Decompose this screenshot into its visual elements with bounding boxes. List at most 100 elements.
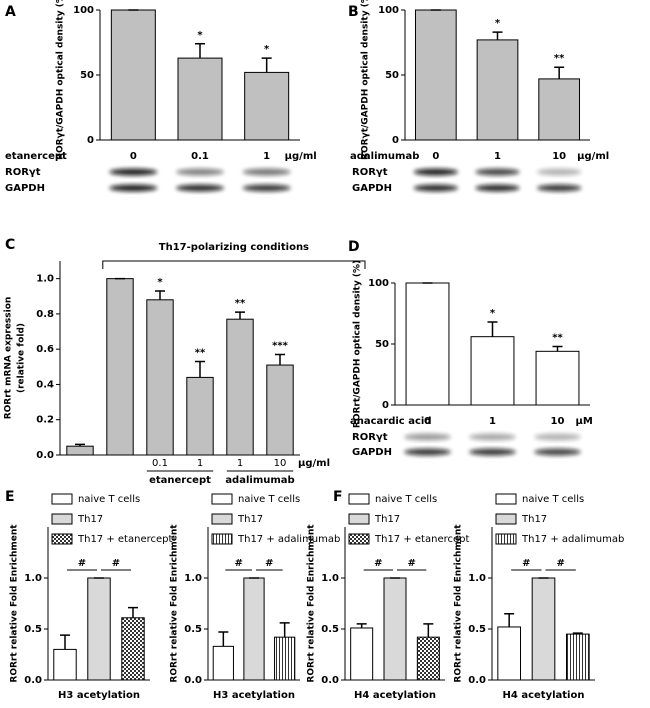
significance: *: [157, 277, 163, 288]
y-axis-label: RORrt relative Fold Enrichment: [170, 524, 180, 683]
unit-label: μM: [576, 416, 593, 427]
y-tick-label: 0: [87, 135, 94, 146]
x-axis-label: H3 acetylation: [213, 690, 295, 701]
legend-swatch: [51, 533, 73, 545]
bar: [87, 577, 111, 681]
legend-swatch: [211, 533, 233, 545]
error-bar: [487, 321, 498, 337]
x-axis-label: etanercept: [5, 151, 67, 162]
y-tick-label: 0.0: [321, 675, 339, 686]
significance: *: [495, 18, 501, 29]
y-tick-label: 1.0: [36, 274, 54, 285]
bar: [476, 39, 519, 141]
y-tick-label: 0.5: [24, 624, 42, 635]
y-tick-label: 1.0: [468, 573, 486, 584]
x-tick-label: 0: [424, 416, 431, 427]
x-tick-label: 1: [494, 151, 501, 162]
bracket: [102, 260, 366, 269]
bar: [212, 645, 234, 681]
x-tick-label: 0.1: [191, 151, 209, 162]
y-tick-label: 0.5: [468, 624, 486, 635]
error-bar: [235, 311, 245, 320]
y-tick-label: 0: [382, 400, 389, 411]
legend-label: naive T cells: [375, 494, 437, 505]
y-tick-label: 0: [392, 135, 399, 146]
legend-swatch: [51, 493, 73, 505]
legend-swatch: [348, 533, 370, 545]
error-bar: [554, 66, 565, 79]
bar: [121, 617, 145, 681]
legend-label: Th17 + etanercept: [77, 534, 172, 545]
panel-label: F: [333, 489, 343, 505]
panel-label: A: [5, 4, 16, 20]
panel-label: D: [348, 239, 360, 255]
blot-band: [536, 168, 582, 176]
legend-swatch: [495, 513, 517, 525]
y-tick-label: 0.8: [36, 309, 54, 320]
error-bar: [423, 623, 434, 638]
group-label: etanercept: [149, 475, 211, 486]
x-axis-label: adalimumab: [350, 151, 419, 162]
bar: [226, 318, 254, 456]
x-tick-label: 1: [489, 416, 496, 427]
y-axis-label: (relative fold): [17, 323, 27, 393]
unit-label: μg/ml: [577, 151, 609, 162]
legend-label: Th17: [77, 514, 103, 525]
comparison-label: #: [78, 558, 86, 569]
panel-label: B: [348, 4, 359, 20]
legend-swatch: [348, 513, 370, 525]
bar: [566, 633, 590, 681]
legend-swatch: [495, 533, 517, 545]
error-bar: [356, 623, 367, 628]
blot-label: RORγt: [352, 167, 388, 178]
legend-label: Th17: [237, 514, 263, 525]
y-tick-label: 100: [368, 278, 389, 289]
blot-band: [109, 168, 158, 176]
legend-swatch: [211, 493, 233, 505]
legend-label: naive T cells: [78, 494, 140, 505]
x-tick-label: 0.1: [152, 458, 168, 469]
error-bar: [195, 360, 205, 378]
bar: [146, 299, 174, 456]
y-axis-label: RORrt mRNA expression: [4, 297, 14, 420]
y-tick-label: 50: [375, 339, 389, 350]
y-tick-label: 1.0: [321, 573, 339, 584]
error-bar: [492, 31, 503, 40]
bar: [244, 71, 290, 141]
y-tick-label: 50: [80, 70, 94, 81]
comparison-label: #: [374, 558, 382, 569]
y-tick-label: 0.0: [184, 675, 202, 686]
bar: [405, 282, 450, 406]
blot-label: GAPDH: [5, 183, 45, 194]
blot-band: [534, 448, 581, 456]
legend-label: Th17: [521, 514, 547, 525]
bar: [243, 577, 265, 681]
significance: **: [554, 53, 565, 64]
y-axis-label: RORrt relative Fold Enrichment: [307, 524, 317, 683]
significance: **: [195, 348, 206, 359]
legend-label: Th17 + etanercept: [374, 534, 469, 545]
comparison-label: #: [407, 558, 415, 569]
bar: [66, 445, 94, 456]
y-tick-label: 0.6: [36, 344, 54, 355]
unit-label: μg/ml: [285, 151, 317, 162]
y-axis-label: RORrt relative Fold Enrichment: [454, 524, 464, 683]
y-tick-label: 100: [73, 5, 94, 16]
y-axis-label: RORrt relative Fold Enrichment: [10, 524, 20, 683]
x-tick-label: 0: [432, 151, 439, 162]
blot-band: [242, 184, 291, 192]
legend-label: Th17 + adalimumab: [521, 534, 624, 545]
x-axis-label: anacardic acid: [350, 416, 431, 427]
bar: [531, 577, 556, 681]
legend-label: naive T cells: [238, 494, 300, 505]
y-tick-label: 0.5: [321, 624, 339, 635]
blot-band: [536, 184, 582, 192]
unit-label: μg/ml: [298, 458, 330, 469]
bar: [538, 78, 581, 141]
blot-label: GAPDH: [352, 447, 392, 458]
blot-band: [534, 433, 581, 441]
x-tick-label: 10: [274, 458, 287, 469]
y-tick-label: 100: [378, 5, 399, 16]
legend-label: Th17: [374, 514, 400, 525]
error-bar: [128, 606, 138, 618]
